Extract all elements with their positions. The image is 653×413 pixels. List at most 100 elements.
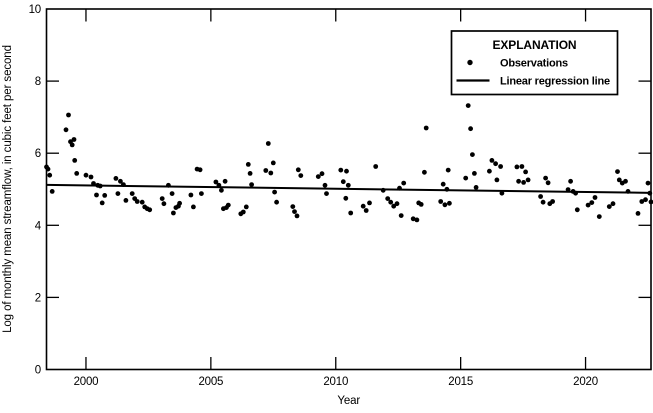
data-point: [102, 193, 108, 198]
data-point: [616, 177, 622, 183]
y-tick-label: 6: [35, 148, 41, 160]
x-tick-label: 2015: [448, 376, 473, 388]
data-point: [410, 216, 416, 222]
data-point: [292, 209, 297, 215]
data-point: [247, 171, 253, 176]
data-point: [129, 191, 135, 197]
legend: EXPLANATION Observations Linear regressi…: [450, 30, 619, 96]
data-point: [161, 201, 167, 207]
data-point: [438, 199, 444, 204]
data-point: [219, 187, 224, 193]
y-tick-label: 4: [35, 220, 42, 232]
data-point: [88, 174, 94, 180]
data-point: [639, 199, 645, 204]
y-tick-label: 8: [35, 76, 41, 88]
x-tick-label: 2010: [323, 376, 348, 388]
data-point: [538, 194, 543, 199]
data-layer: [44, 103, 653, 223]
axes-layer: 2000 2005 2010 2015 2020 0 2 4 6 8 10: [29, 4, 652, 388]
data-point: [94, 192, 99, 198]
data-point: [169, 191, 175, 197]
data-point: [295, 167, 301, 173]
data-point: [521, 180, 526, 185]
data-point: [263, 168, 269, 173]
data-point: [270, 160, 276, 166]
data-point: [574, 207, 580, 213]
data-point: [388, 199, 394, 205]
data-point: [643, 197, 648, 203]
data-point: [550, 199, 555, 204]
data-point: [45, 166, 51, 172]
data-point: [543, 175, 548, 181]
y-axis-title: Log of monthly mean streamflow, in cubic…: [2, 45, 14, 333]
data-point: [470, 152, 475, 158]
regression-line: [46, 183, 652, 194]
data-point: [294, 213, 300, 219]
data-point: [72, 158, 78, 163]
data-point: [360, 203, 366, 209]
data-point: [134, 199, 140, 204]
data-point: [324, 191, 329, 197]
data-point: [445, 167, 451, 173]
data-point: [568, 178, 573, 184]
plot-border: [45, 8, 652, 371]
x-tick-label: 2005: [198, 376, 223, 388]
data-point: [348, 210, 354, 216]
data-point: [69, 142, 75, 148]
data-point: [272, 189, 277, 195]
data-point: [493, 161, 498, 167]
data-point: [83, 172, 89, 178]
data-point: [298, 173, 304, 179]
data-point: [516, 178, 521, 184]
data-point: [147, 207, 153, 213]
data-point: [118, 178, 123, 184]
data-point: [245, 162, 251, 167]
data-point: [343, 195, 349, 201]
data-point: [545, 180, 551, 186]
data-point: [225, 202, 231, 208]
data-point: [463, 175, 469, 181]
data-point: [66, 112, 71, 118]
x-tick-label: 2020: [573, 376, 598, 388]
data-point: [47, 172, 53, 178]
data-point: [240, 209, 246, 215]
data-point: [71, 137, 77, 142]
data-point: [322, 182, 328, 188]
data-point: [391, 203, 397, 209]
data-point: [373, 164, 379, 169]
data-point: [113, 176, 119, 181]
data-point: [623, 178, 628, 184]
data-point: [592, 195, 598, 200]
data-point: [222, 178, 228, 184]
data-point: [523, 169, 528, 175]
data-point: [199, 191, 204, 197]
data-point: [606, 204, 612, 210]
legend-item-observations: Observations: [500, 58, 568, 70]
data-point: [63, 127, 69, 133]
data-point: [494, 177, 500, 183]
data-point: [401, 180, 407, 186]
data-point: [414, 217, 420, 223]
y-tick-label: 10: [29, 4, 41, 16]
data-point: [442, 202, 448, 208]
data-point: [268, 170, 274, 176]
data-point: [249, 182, 255, 188]
data-point: [499, 190, 505, 196]
data-point: [139, 199, 145, 205]
data-point: [487, 168, 492, 174]
data-point: [188, 192, 194, 198]
data-point: [540, 199, 546, 205]
x-tick-label: 2000: [74, 376, 99, 388]
data-point: [473, 185, 479, 190]
data-point: [645, 180, 651, 186]
data-point: [394, 201, 400, 207]
data-point: [344, 168, 349, 174]
legend-title: EXPLANATION: [492, 38, 576, 52]
data-point: [99, 200, 105, 206]
legend-box: [450, 30, 619, 96]
data-point: [447, 200, 452, 206]
data-point: [265, 141, 271, 146]
data-point: [159, 196, 165, 202]
